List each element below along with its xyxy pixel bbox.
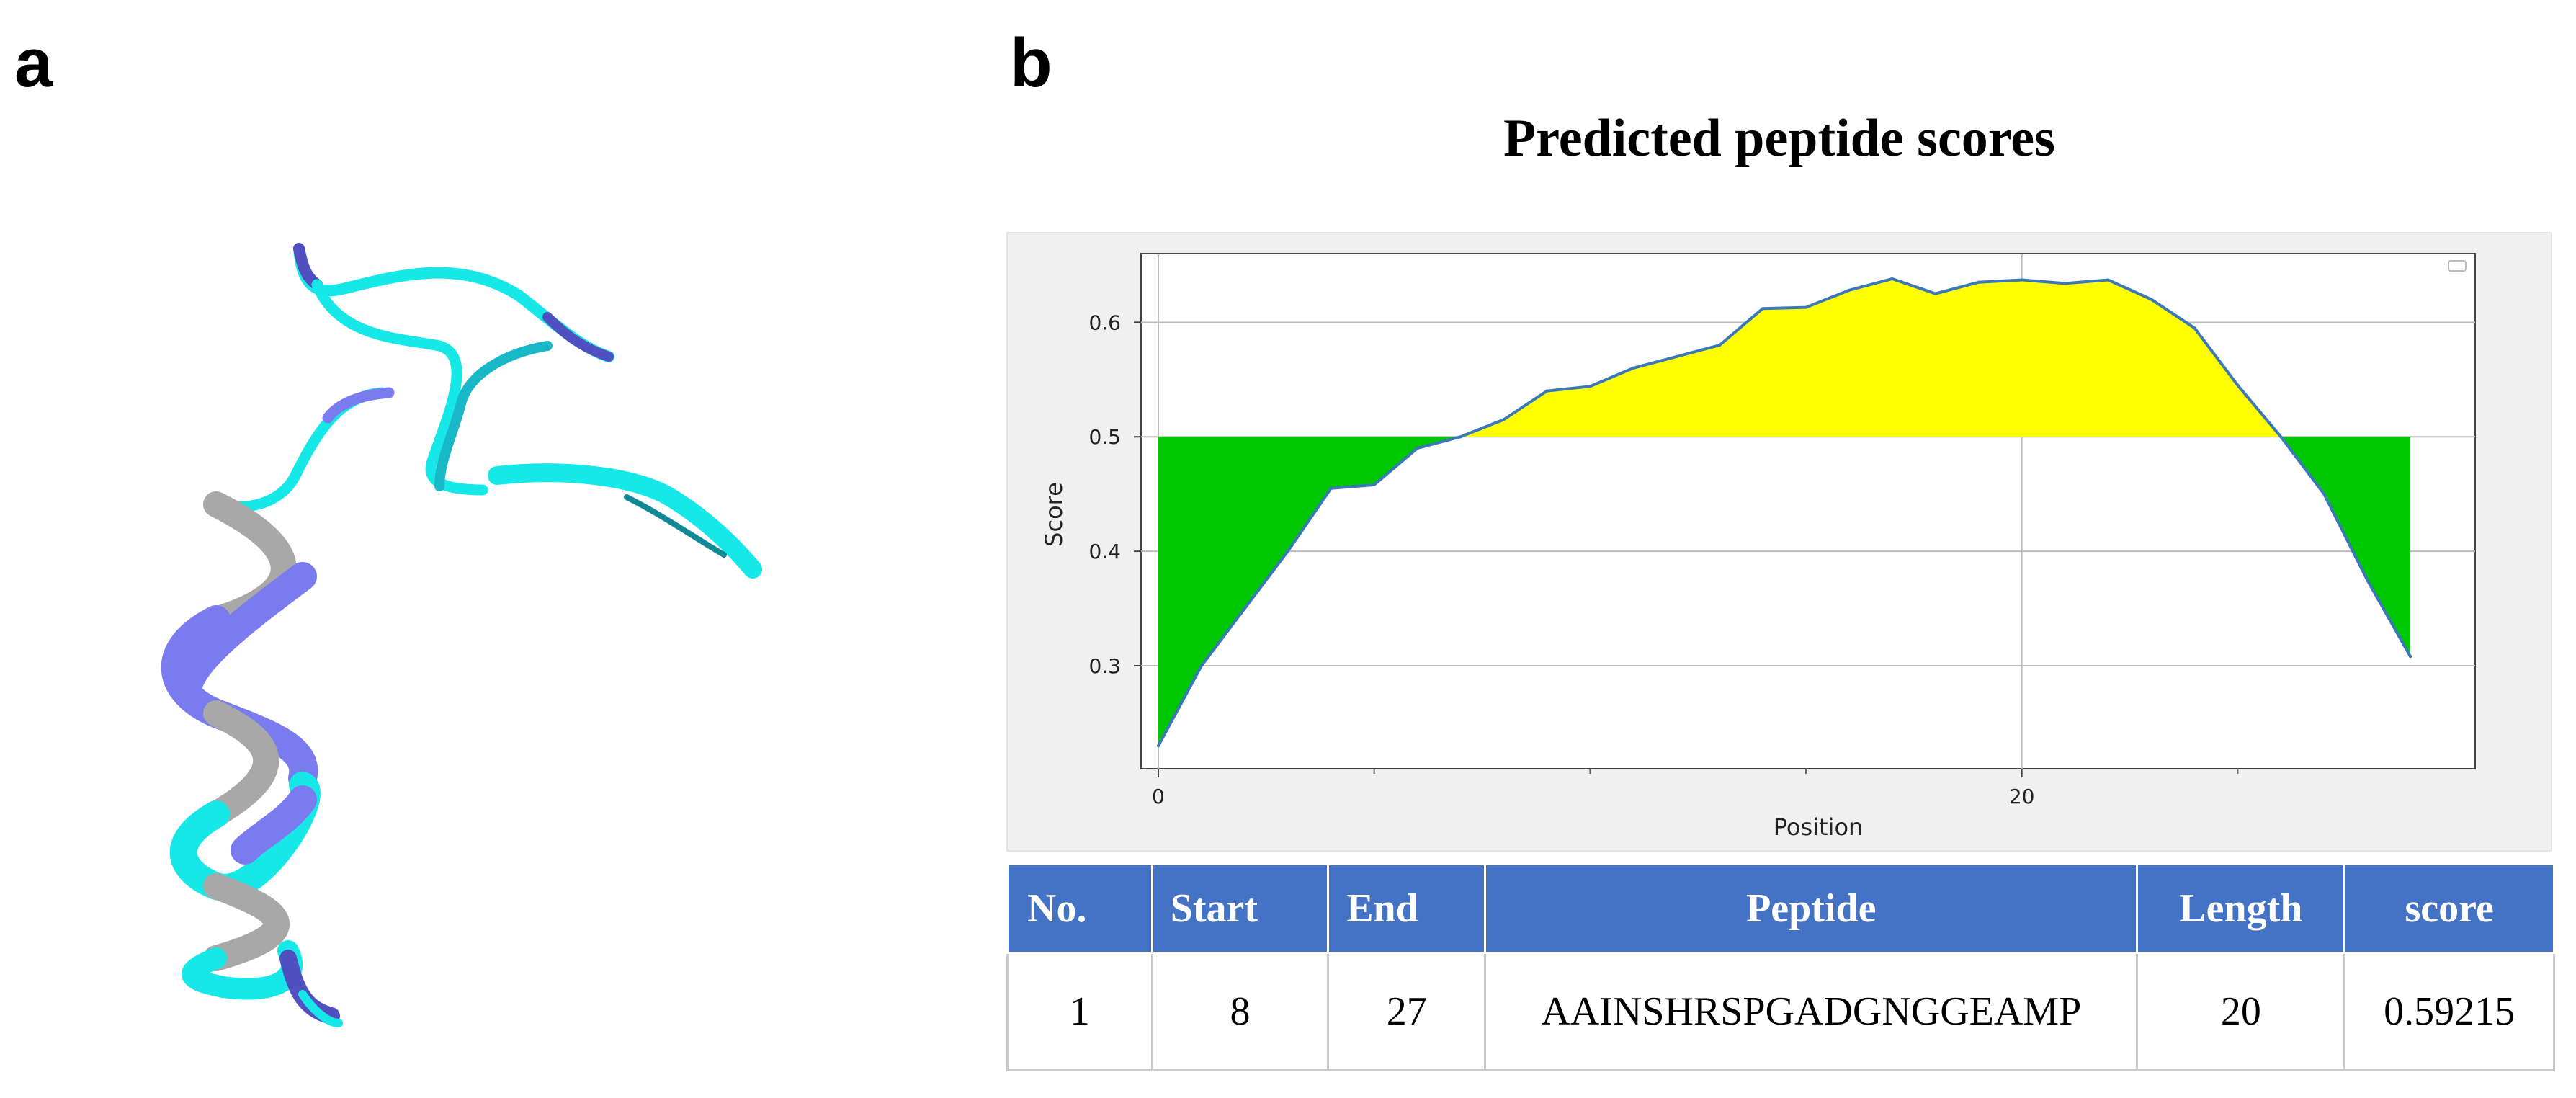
header-end: End xyxy=(1327,863,1487,954)
helix-ribbon-grey-3 xyxy=(203,700,279,827)
data-point-16 xyxy=(1847,288,1851,292)
header-start: Start xyxy=(1150,863,1330,954)
peptide-structure-image xyxy=(161,243,762,1027)
data-point-27 xyxy=(2322,492,2326,496)
helix-ribbon-grey-2 xyxy=(173,562,317,706)
data-point-11 xyxy=(1632,366,1635,370)
data-point-6 xyxy=(1416,447,1419,450)
header-length: Length xyxy=(2136,863,2346,954)
loop-ribbon-lower xyxy=(210,387,388,513)
data-point-7 xyxy=(1459,435,1462,439)
cell-start: 8 xyxy=(1150,952,1330,1071)
data-point-19 xyxy=(1977,280,1980,284)
y-tick-label: 0.6 xyxy=(1088,311,1121,334)
data-point-24 xyxy=(2193,326,2196,330)
data-point-21 xyxy=(2063,282,2067,285)
data-point-28 xyxy=(2366,578,2369,581)
data-point-23 xyxy=(2150,298,2153,301)
cell-peptide: AAINSHRSPGADGNGGEAMP xyxy=(1484,952,2139,1071)
helix-ribbon-blue-2 xyxy=(231,785,317,865)
helix-ribbon-tail xyxy=(298,990,343,1027)
data-point-15 xyxy=(1804,305,1808,309)
data-point-20 xyxy=(2020,278,2023,282)
y-tick-label: 0.4 xyxy=(1088,540,1121,563)
loop-ribbon-back xyxy=(293,243,614,362)
data-point-4 xyxy=(1329,486,1333,490)
data-point-25 xyxy=(2236,383,2240,387)
data-point-10 xyxy=(1588,385,1592,388)
data-point-22 xyxy=(2106,278,2110,282)
cell-no: 1 xyxy=(1006,952,1153,1071)
legend-box xyxy=(2448,260,2467,272)
header-peptide: Peptide xyxy=(1484,863,2139,954)
loop-ribbon-dark-end xyxy=(542,312,614,362)
header-score: score xyxy=(2343,863,2555,954)
panel-label-b: b xyxy=(1010,24,1052,102)
data-point-17 xyxy=(1890,277,1894,280)
data-point-1 xyxy=(1199,664,1203,667)
data-point-14 xyxy=(1761,307,1765,311)
y-axis-label: Score xyxy=(1040,482,1068,547)
table-row: 1 8 27 AAINSHRSPGADGNGGEAMP 20 0.59215 xyxy=(1006,952,2555,1071)
y-tick-label: 0.5 xyxy=(1088,425,1121,449)
x-tick-label: 20 xyxy=(2009,785,2035,808)
x-tick-label: 0 xyxy=(1152,785,1165,808)
loop-ribbon-purple xyxy=(322,387,395,424)
strand-ribbon-dark xyxy=(624,494,727,558)
chart-frame: 0.3 0.4 0.5 0.6 0 20 Position Score xyxy=(1006,232,2552,852)
chart-title: Predicted peptide scores xyxy=(1503,109,2055,168)
peptide-results-table: No. Start End Peptide Length score 1 8 2… xyxy=(1006,863,2555,1071)
score-points xyxy=(1156,277,2412,748)
table-header-row: No. Start End Peptide Length score xyxy=(1006,863,2555,954)
header-no: No. xyxy=(1006,863,1153,954)
helix-ribbon-grey-4 xyxy=(203,873,290,971)
area-above-threshold xyxy=(1158,278,2411,437)
data-point-3 xyxy=(1286,550,1289,553)
data-point-2 xyxy=(1243,607,1246,610)
axis-ticks: 0.3 0.4 0.5 0.6 0 20 xyxy=(1088,311,2239,808)
x-axis-label: Position xyxy=(1774,813,1864,841)
data-point-5 xyxy=(1372,483,1376,486)
loop-ribbon-cross xyxy=(434,341,553,491)
cell-end: 27 xyxy=(1327,952,1487,1071)
area-below-threshold xyxy=(1158,437,2411,746)
panel-label-a: a xyxy=(14,24,53,102)
y-tick-label: 0.3 xyxy=(1088,654,1121,678)
data-point-12 xyxy=(1675,355,1678,358)
data-point-29 xyxy=(2409,655,2412,659)
strand-ribbon xyxy=(488,463,762,579)
loop-ribbon-mid xyxy=(311,279,488,496)
data-point-9 xyxy=(1545,389,1549,393)
data-point-13 xyxy=(1718,344,1722,347)
score-line xyxy=(1157,277,2412,747)
data-point-0 xyxy=(1156,744,1160,748)
score-chart: 0.3 0.4 0.5 0.6 0 20 Position Score xyxy=(1040,253,2476,841)
cell-length: 20 xyxy=(2136,952,2346,1071)
cell-score: 0.59215 xyxy=(2343,952,2555,1071)
data-point-8 xyxy=(1502,418,1506,421)
data-point-26 xyxy=(2279,435,2283,439)
data-point-18 xyxy=(1933,292,1937,295)
